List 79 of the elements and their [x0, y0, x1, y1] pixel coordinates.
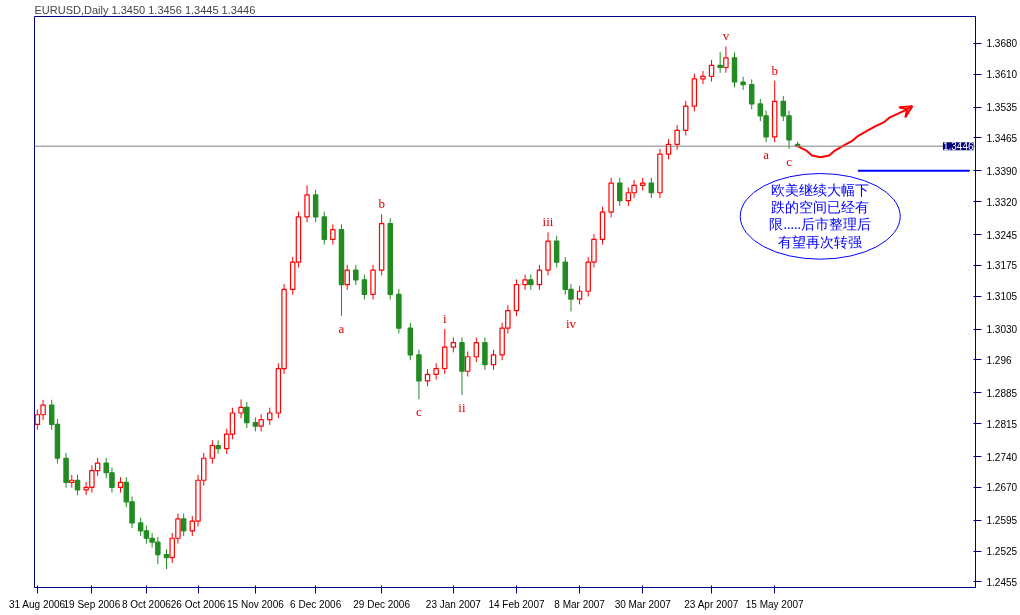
y-tick-label: 1.2815 — [986, 418, 1018, 430]
candlestick — [215, 439, 221, 455]
candlestick — [74, 474, 81, 496]
x-tick-label: 14 Feb 2007 — [488, 598, 545, 610]
x-tick-label: 23 Apr 2007 — [684, 598, 739, 610]
candlestick — [648, 177, 655, 199]
candlestick — [244, 401, 250, 429]
candlestick — [163, 548, 170, 570]
candlestick — [553, 235, 560, 268]
candlestick — [674, 124, 680, 151]
y-tick-label: 1.3105 — [986, 291, 1018, 303]
x-tick-label: 15 Nov 2006 — [227, 598, 285, 610]
x-tick-label: 8 Oct 2006 — [121, 598, 172, 610]
x-tick-label: 30 Mar 2007 — [614, 598, 672, 610]
x-tick-label: 15 May 2007 — [745, 598, 805, 610]
candlestick — [258, 413, 264, 432]
annotation: iv — [565, 316, 577, 332]
candlestick — [482, 336, 488, 371]
candlestick — [442, 328, 448, 375]
annotation: c — [416, 404, 423, 420]
candlestick — [576, 285, 583, 305]
candlestick — [723, 45, 729, 74]
y-tick-label: 1.296 — [986, 354, 1012, 366]
y-tick-label: 1.3610 — [986, 69, 1018, 81]
y-tick-label: 1.3465 — [986, 132, 1018, 144]
candlestick — [361, 274, 368, 301]
candlestick — [536, 264, 543, 291]
candlestick — [522, 274, 528, 291]
y-tick-label: 1.2740 — [986, 451, 1018, 463]
y-tick-label: 1.2525 — [986, 546, 1018, 558]
candlestick — [740, 76, 746, 91]
x-tick-label: 6 Dec 2006 — [290, 598, 342, 610]
candlestick — [330, 223, 336, 246]
y-tick-label: 1.3175 — [986, 260, 1018, 272]
y-tick-label: 1.2885 — [986, 387, 1018, 399]
y-tick-label: 1.3535 — [986, 102, 1018, 114]
annotation: v — [722, 28, 730, 44]
candlestick — [748, 78, 755, 110]
x-tick-label: 26 Oct 2006 — [170, 598, 226, 610]
y-tick-label: 1.2455 — [986, 576, 1018, 588]
candlestick — [617, 177, 623, 207]
annotation: 欧美继续大幅下跌的空间已经有限.....后市整理后有望再次转强 — [769, 183, 871, 250]
y-tick-label: 1.3320 — [986, 196, 1018, 208]
annotation: b — [378, 196, 385, 212]
candlestick — [433, 362, 439, 381]
y-tick-label: 1.3680 — [986, 38, 1018, 50]
annotation: iii — [542, 214, 554, 230]
candlestick — [708, 59, 715, 83]
annotation: b — [771, 62, 778, 78]
chart-title: EURUSD,Daily 1.3450 1.3456 1.3445 1.3446 — [34, 3, 256, 16]
ref-line-label: 1.3446 — [942, 141, 974, 153]
annotation: ii — [458, 399, 466, 415]
x-tick-label: 29 Dec 2006 — [353, 598, 411, 610]
annotation: a — [763, 147, 770, 163]
y-tick-label: 1.2595 — [986, 515, 1018, 527]
y-tick-label: 1.3245 — [986, 229, 1018, 241]
candlestick — [321, 211, 328, 246]
x-tick-label: 31 Aug 2006 — [9, 598, 66, 610]
annotation: a — [338, 320, 345, 336]
x-tick-label: 19 Sep 2006 — [63, 598, 121, 610]
candlestick — [717, 51, 723, 74]
x-tick-label: 8 Mar 2007 — [554, 598, 606, 610]
candlestick — [238, 398, 244, 419]
candlestick — [312, 189, 319, 223]
candlestick — [304, 184, 310, 223]
y-tick-label: 1.2670 — [986, 482, 1018, 494]
candlestick — [473, 336, 480, 363]
x-tick-label: 23 Jan 2007 — [425, 598, 482, 610]
annotation: c — [786, 153, 793, 169]
candlestick — [490, 349, 497, 371]
candlestick — [353, 264, 359, 286]
y-tick-label: 1.3030 — [986, 324, 1018, 336]
candlestick — [209, 439, 216, 465]
candlestick — [700, 70, 706, 85]
candlestick — [344, 264, 350, 291]
y-tick-label: 1.3390 — [986, 165, 1018, 177]
candlestick — [464, 350, 471, 378]
annotation: i — [442, 311, 447, 327]
candlestick — [180, 513, 187, 537]
